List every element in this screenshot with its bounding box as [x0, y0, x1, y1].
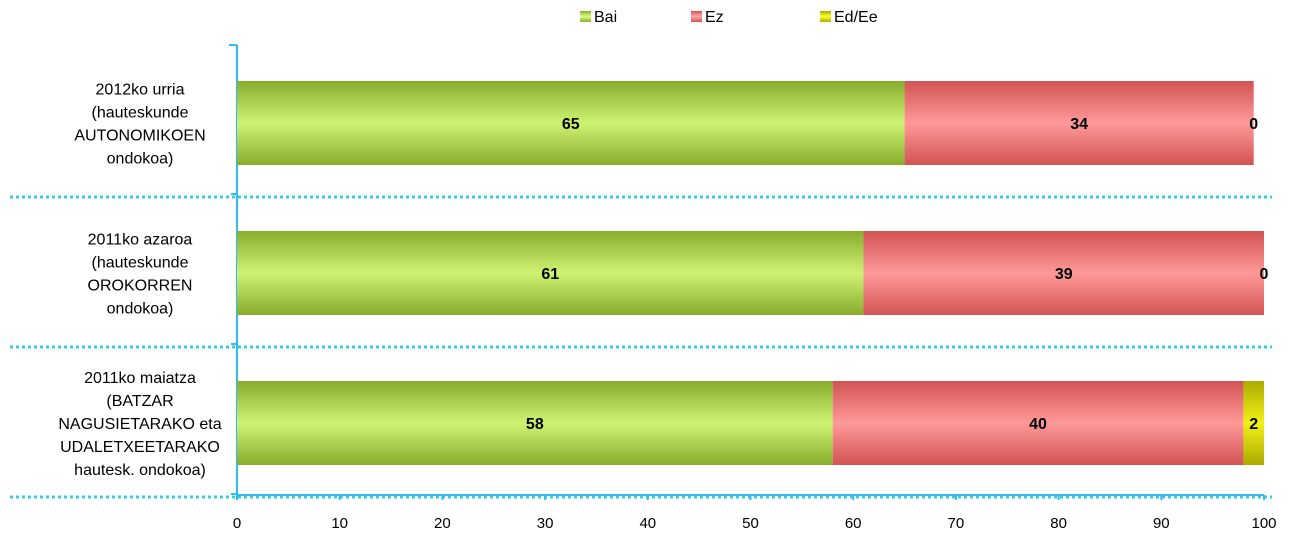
x-tick-label: 80 — [1050, 515, 1067, 532]
x-tick-label: 70 — [948, 515, 965, 532]
legend-label: Ez — [705, 9, 724, 26]
x-tick-label: 20 — [434, 515, 451, 532]
category-label-line: 2012ko urria — [96, 82, 185, 99]
data-label: 40 — [1029, 416, 1047, 433]
data-label: 65 — [562, 116, 580, 133]
x-tick-label: 90 — [1153, 515, 1170, 532]
category-label-line: 2011ko azaroa — [88, 232, 193, 249]
bar-bai — [237, 381, 833, 465]
x-tick-label: 30 — [537, 515, 554, 532]
x-tick-label: 0 — [233, 515, 241, 532]
category-label: 2011ko maiatza (BATZAR NAGUSIETARAKO eta UD… — [58, 370, 221, 479]
x-tick-label: 100 — [1251, 515, 1276, 532]
x-tick-label: 50 — [742, 515, 759, 532]
legend-label: Bai — [594, 9, 617, 26]
category-label: 2011ko azaroa (hauteskunde OROKORREN ondoko… — [88, 232, 193, 318]
category-label-line: AUTONOMIKOEN — [74, 128, 205, 145]
legend-swatch-ez — [691, 11, 702, 22]
data-label: 2 — [1249, 416, 1258, 433]
data-label: 39 — [1055, 266, 1073, 283]
bar-ez — [832, 381, 1244, 465]
bar-ez — [863, 231, 1264, 315]
category-label-line: (hauteskunde — [92, 105, 189, 122]
legend-swatch-bai — [580, 11, 591, 22]
category-label-line: (hauteskunde — [92, 255, 189, 272]
data-label: 58 — [526, 416, 544, 433]
bar-ed-ee — [1243, 381, 1264, 465]
category-label-line: NAGUSIETARAKO eta — [58, 416, 221, 433]
legend-label: Ed/Ee — [834, 9, 878, 26]
bar-ez — [904, 81, 1254, 165]
data-label: 61 — [541, 266, 559, 283]
bar-bai — [237, 231, 864, 315]
category-label: 2012ko urria (hauteskunde AUTONOMIKOEN ondo… — [74, 82, 205, 168]
category-label-line: UDALETXEETARAKO — [60, 439, 220, 456]
legend-swatch-ed-ee — [820, 11, 831, 22]
data-label: 0 — [1249, 116, 1258, 133]
category-label-line: 2011ko maiatza — [84, 370, 196, 387]
x-tick-label: 10 — [331, 515, 348, 532]
data-label: 0 — [1260, 266, 1269, 283]
category-label-line: (BATZAR — [106, 393, 173, 410]
x-tick-label: 40 — [639, 515, 656, 532]
category-label-line: OROKORREN — [88, 278, 193, 295]
x-tick-label: 60 — [845, 515, 862, 532]
category-label-line: hautesk. ondokoa) — [74, 462, 206, 479]
category-label-line: ondokoa) — [107, 301, 174, 318]
bar-bai — [237, 81, 905, 165]
category-label-line: ondokoa) — [107, 151, 174, 168]
data-label: 34 — [1070, 116, 1088, 133]
